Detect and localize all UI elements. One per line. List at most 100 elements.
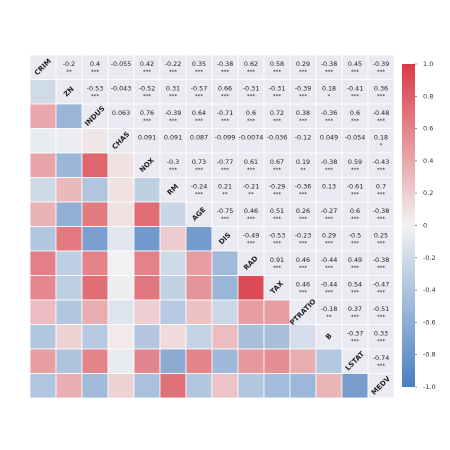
heatmap-blank-cell [263, 177, 291, 203]
cell-significance-ptratio-lstat: *** [351, 315, 360, 321]
heatmap-cell-medv-crim [29, 373, 57, 399]
cell-value-rm-age: -0.24 [191, 183, 208, 191]
heatmap-cell-b-dis [211, 324, 239, 350]
heatmap-cell-rad-dis [211, 250, 239, 276]
cell-significance-indus-lstat: *** [351, 119, 360, 125]
cell-significance-rad-lstat: *** [351, 266, 360, 272]
heatmap-blank-cell [315, 324, 343, 350]
cell-significance-age-tax: *** [273, 217, 282, 223]
heatmap-blank-cell [341, 54, 369, 80]
heatmap-cell-rad-indus [81, 250, 109, 276]
cell-significance-crim-b: *** [325, 70, 334, 76]
cell-significance-dis-lstat: *** [351, 241, 360, 247]
heatmap-blank-cell [289, 79, 317, 105]
cell-value-zn-b: 0.18 [322, 85, 336, 93]
cell-significance-crim-age: *** [195, 70, 204, 76]
cell-value-b-lstat: -0.37 [347, 330, 364, 338]
cell-value-tax-lstat: 0.54 [348, 281, 362, 289]
heatmap-cell-age-chas [107, 201, 135, 227]
cell-value-crim-rm: -0.22 [165, 60, 182, 68]
heatmap-cell-lstat-b [315, 348, 343, 374]
cell-significance-dis-tax: *** [273, 241, 282, 247]
heatmap-cell-lstat-age [185, 348, 213, 374]
cell-significance-zn-b: * [328, 94, 331, 100]
heatmap-blank-cell [341, 177, 369, 203]
heatmap-cell-indus-crim [29, 103, 57, 129]
heatmap-blank-cell [133, 128, 161, 154]
cell-significance-age-ptratio: *** [299, 217, 308, 223]
heatmap-cell-medv-ptratio [289, 373, 317, 399]
cell-value-crim-tax: 0.58 [270, 60, 284, 68]
heatmap-cell-b-rad [237, 324, 265, 350]
cell-value-zn-age: -0.57 [191, 85, 208, 93]
cell-value-dis-b: 0.29 [322, 232, 336, 240]
cell-significance-age-b: *** [325, 217, 334, 223]
heatmap-cell-dis-indus [81, 226, 109, 252]
heatmap-cell-rm-crim [29, 177, 57, 203]
heatmap-cell-age-indus [81, 201, 109, 227]
heatmap-cell-lstat-tax [263, 348, 291, 374]
cell-value-lstat-medv: -0.74 [373, 354, 390, 362]
cell-significance-nox-rad: *** [247, 168, 256, 174]
heatmap-blank-cell [133, 152, 161, 178]
heatmap-cell-chas-indus [81, 128, 109, 154]
heatmap-blank-cell [341, 79, 369, 105]
colorbar-tick-label: 0.6 [423, 125, 433, 133]
cell-significance-indus-medv: *** [377, 119, 386, 125]
cell-significance-rm-lstat: *** [351, 192, 360, 198]
heatmap-blank-cell [81, 54, 109, 80]
cell-significance-dis-medv: *** [377, 241, 386, 247]
heatmap-cell-medv-age [185, 373, 213, 399]
colorbar-tick-label: 1.0 [423, 60, 433, 68]
cell-significance-nox-lstat: *** [351, 168, 360, 174]
cell-value-rad-medv: -0.38 [373, 256, 390, 264]
heatmap-cell-age-rm [159, 201, 187, 227]
heatmap-blank-cell [237, 201, 265, 227]
heatmap-blank-cell [315, 54, 343, 80]
heatmap-cell-lstat-rm [159, 348, 187, 374]
heatmap-cell-lstat-chas [107, 348, 135, 374]
cell-significance-indus-tax: *** [273, 119, 282, 125]
cell-significance-rad-ptratio: *** [299, 266, 308, 272]
cell-value-dis-lstat: -0.5 [349, 232, 361, 240]
heatmap-blank-cell [315, 128, 343, 154]
cell-significance-crim-rm: *** [169, 70, 178, 76]
cell-value-nox-b: -0.38 [321, 158, 338, 166]
cell-value-crim-zn: -0.2 [63, 60, 75, 68]
heatmap-blank-cell [211, 128, 239, 154]
colorbar-gradient [402, 64, 415, 387]
colorbar-tick-label: -0.6 [423, 318, 436, 326]
cell-value-tax-ptratio: 0.46 [296, 281, 310, 289]
heatmap-blank-cell [211, 177, 239, 203]
cell-significance-rm-tax: *** [273, 192, 282, 198]
heatmap-cell-rm-zn [55, 177, 83, 203]
heatmap-cell-b-age [185, 324, 213, 350]
heatmap-blank-cell [367, 299, 395, 325]
heatmap-cell-rad-chas [107, 250, 135, 276]
heatmap-blank-cell [237, 177, 265, 203]
heatmap-cell-ptratio-dis [211, 299, 239, 325]
cell-value-chas-age: 0.087 [190, 134, 208, 142]
cell-value-chas-dis: -0.099 [215, 134, 236, 142]
heatmap-blank-cell [315, 152, 343, 178]
heatmap-cell-ptratio-rm [159, 299, 187, 325]
colorbar-tick-label: 0.4 [423, 157, 433, 165]
heatmap-cell-ptratio-indus [81, 299, 109, 325]
heatmap-cell-b-ptratio [289, 324, 317, 350]
cell-significance-crim-medv: *** [377, 70, 386, 76]
cell-value-indus-b: -0.36 [321, 109, 338, 117]
cell-value-zn-chas: -0.043 [111, 85, 132, 93]
cell-value-rad-b: -0.44 [321, 256, 338, 264]
heatmap-blank-cell [211, 152, 239, 178]
heatmap-blank-cell [289, 275, 317, 301]
heatmap-cell-b-tax [263, 324, 291, 350]
cell-significance-crim-tax: *** [273, 70, 282, 76]
cell-significance-zn-age: *** [195, 94, 204, 100]
cell-significance-crim-indus: *** [91, 70, 100, 76]
heatmap-blank-cell [237, 152, 265, 178]
cell-significance-rad-b: *** [325, 266, 334, 272]
cell-value-indus-age: 0.64 [192, 109, 206, 117]
heatmap-blank-cell [367, 373, 395, 399]
cell-value-nox-dis: -0.77 [217, 158, 234, 166]
heatmap-blank-cell [211, 226, 239, 252]
